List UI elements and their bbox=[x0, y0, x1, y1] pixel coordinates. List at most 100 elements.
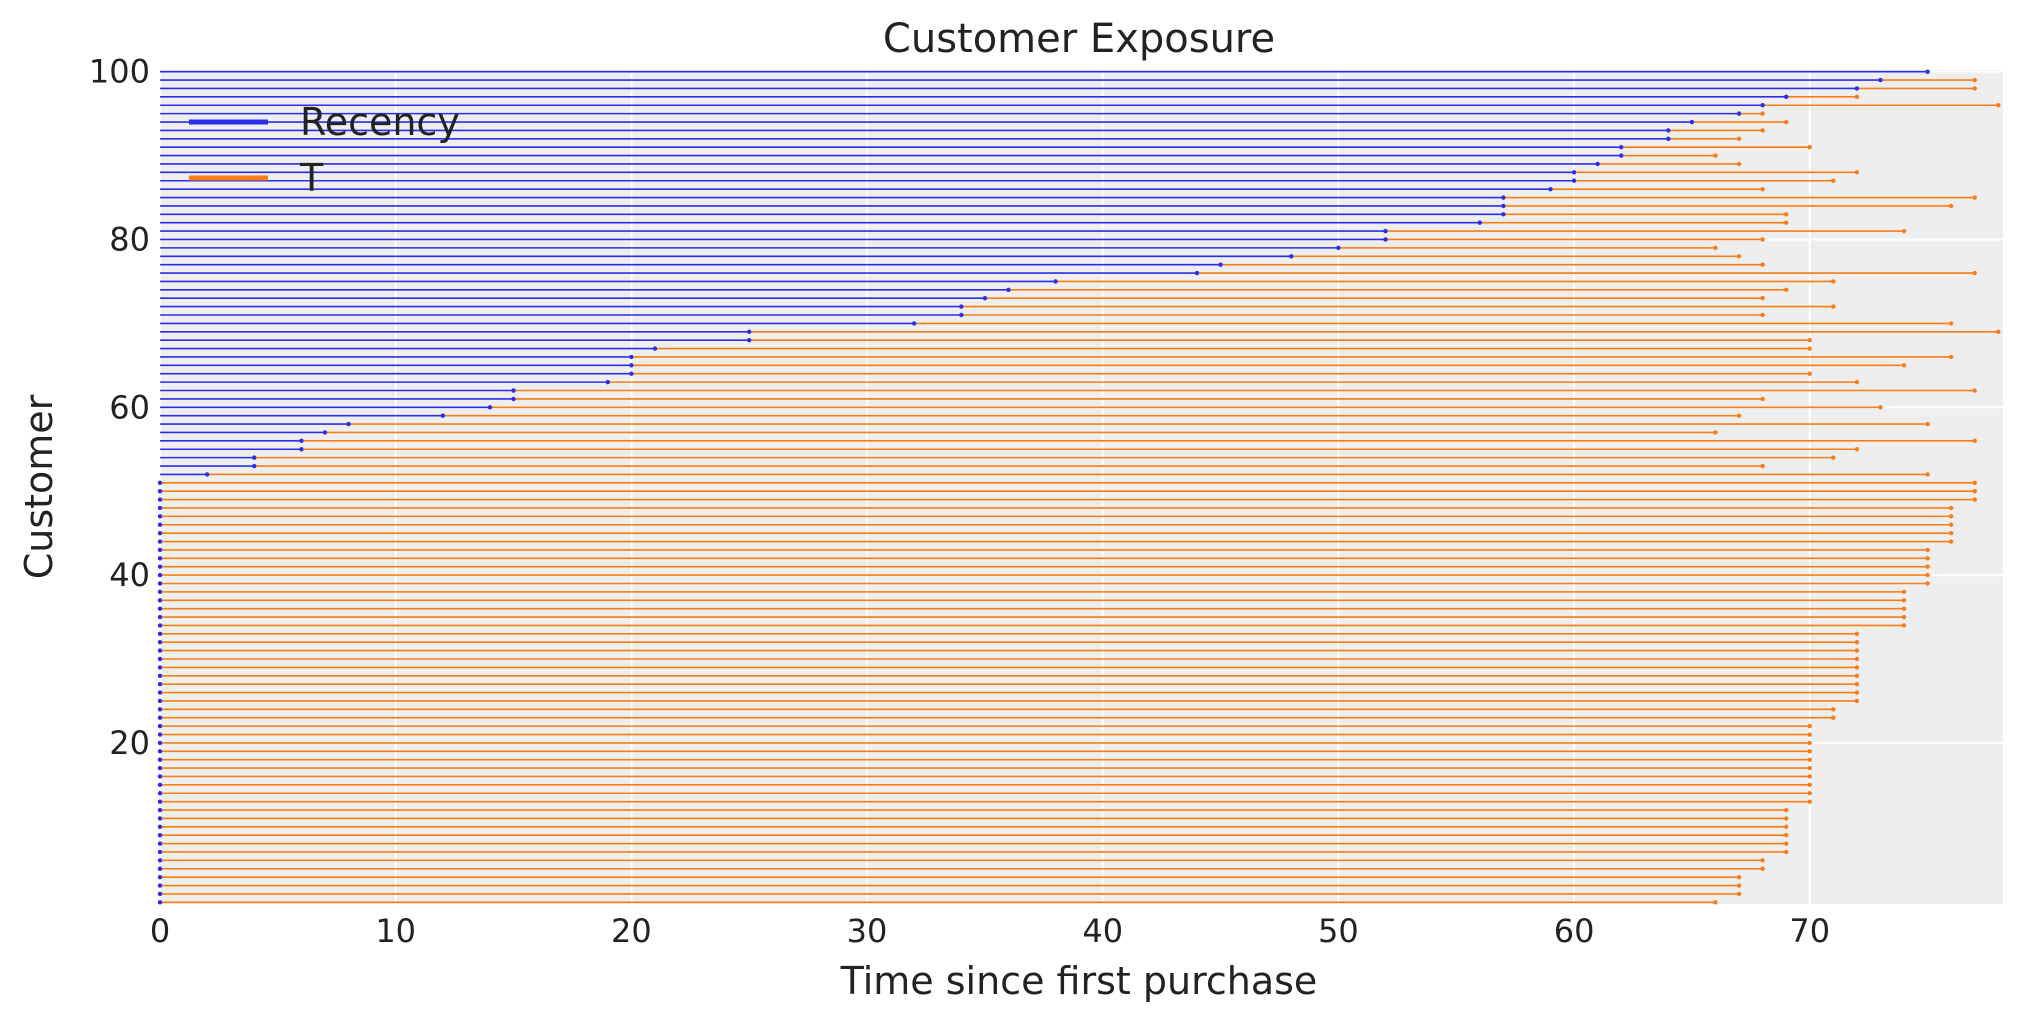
recency-point bbox=[1336, 245, 1341, 251]
t-point bbox=[1854, 648, 1860, 653]
t-point bbox=[1736, 891, 1742, 897]
x-tick-label: 10 bbox=[375, 912, 416, 950]
t-point bbox=[1854, 447, 1860, 452]
recency-point bbox=[157, 522, 163, 527]
t-point bbox=[1972, 195, 1977, 200]
t-point bbox=[1783, 841, 1789, 846]
recency-point bbox=[157, 765, 163, 771]
recency-point bbox=[204, 472, 210, 477]
t-point bbox=[1760, 111, 1765, 116]
t-point bbox=[1996, 103, 2001, 108]
recency-point bbox=[1595, 161, 1600, 167]
t-point bbox=[1736, 874, 1742, 880]
recency-point bbox=[157, 849, 163, 855]
recency-point bbox=[157, 572, 163, 578]
recency-point bbox=[1194, 270, 1200, 276]
t-point bbox=[1996, 329, 2001, 334]
recency-point bbox=[157, 547, 163, 553]
recency-point bbox=[157, 832, 163, 838]
recency-point bbox=[959, 312, 964, 318]
recency-point bbox=[911, 321, 917, 326]
t-point bbox=[1925, 564, 1930, 569]
t-point bbox=[1831, 178, 1836, 183]
t-point bbox=[1736, 161, 1742, 167]
y-tick-label: 40 bbox=[109, 556, 150, 594]
t-point bbox=[1807, 782, 1812, 788]
recency-point bbox=[1666, 128, 1671, 133]
t-point bbox=[1807, 732, 1812, 737]
t-point bbox=[1736, 136, 1742, 142]
t-point bbox=[1713, 245, 1718, 251]
recency-point bbox=[629, 363, 634, 368]
recency-point bbox=[1689, 119, 1695, 125]
t-point bbox=[1972, 270, 1977, 276]
recency-point bbox=[157, 690, 163, 695]
t-point bbox=[1925, 421, 1930, 427]
recency-point bbox=[157, 581, 163, 586]
recency-point bbox=[746, 329, 752, 334]
recency-point bbox=[746, 337, 752, 343]
y-axis-label: Customer bbox=[17, 394, 61, 579]
t-point bbox=[1736, 883, 1742, 888]
recency-point bbox=[157, 480, 163, 486]
recency-point bbox=[1760, 103, 1765, 108]
recency-point bbox=[157, 874, 163, 880]
t-point bbox=[1854, 690, 1860, 695]
t-point bbox=[1948, 514, 1954, 519]
t-point bbox=[1807, 757, 1812, 762]
recency-point bbox=[157, 732, 163, 737]
recency-point bbox=[157, 665, 163, 670]
t-point bbox=[1854, 170, 1860, 175]
t-point bbox=[1783, 824, 1789, 830]
legend-t-label: T bbox=[299, 156, 324, 200]
recency-point bbox=[1383, 228, 1388, 234]
t-point bbox=[1807, 723, 1812, 729]
recency-point bbox=[1666, 136, 1671, 142]
recency-point bbox=[157, 774, 163, 779]
recency-point bbox=[157, 698, 163, 704]
recency-point bbox=[299, 438, 304, 444]
t-point bbox=[1783, 220, 1789, 225]
recency-point bbox=[157, 640, 163, 645]
t-point bbox=[1854, 698, 1860, 704]
series-marks bbox=[157, 69, 2001, 905]
recency-point bbox=[157, 799, 163, 804]
recency-point bbox=[1501, 212, 1506, 217]
recency-point bbox=[157, 791, 163, 796]
recency-point bbox=[487, 405, 493, 410]
t-point bbox=[1736, 254, 1742, 259]
recency-point bbox=[157, 648, 163, 653]
t-point bbox=[1854, 640, 1860, 645]
recency-point bbox=[511, 388, 516, 393]
recency-point bbox=[157, 707, 163, 712]
t-point bbox=[1783, 287, 1789, 293]
x-tick-label: 30 bbox=[847, 912, 888, 950]
recency-point bbox=[1619, 144, 1624, 150]
t-point bbox=[1878, 405, 1883, 410]
recency-point bbox=[982, 296, 988, 301]
recency-point bbox=[157, 841, 163, 846]
t-point bbox=[1736, 413, 1742, 418]
t-point bbox=[1925, 572, 1930, 578]
t-point bbox=[1948, 321, 1954, 326]
recency-point bbox=[959, 304, 964, 309]
recency-point bbox=[157, 656, 163, 662]
recency-point bbox=[1571, 170, 1577, 175]
recency-point bbox=[1006, 287, 1011, 293]
recency-point bbox=[1501, 203, 1506, 209]
recency-point bbox=[1383, 237, 1388, 242]
recency-point bbox=[157, 782, 163, 788]
legend-recency-label: Recency bbox=[300, 100, 460, 144]
recency-point bbox=[157, 614, 163, 620]
y-tick-label: 100 bbox=[89, 53, 150, 91]
y-tick-label: 60 bbox=[109, 388, 150, 426]
x-tick-label: 60 bbox=[1554, 912, 1595, 950]
t-point bbox=[1901, 606, 1907, 611]
t-point bbox=[1901, 589, 1907, 595]
recency-point bbox=[157, 589, 163, 595]
recency-point bbox=[157, 749, 163, 754]
t-point bbox=[1972, 497, 1977, 502]
y-tick-label: 20 bbox=[109, 724, 150, 762]
recency-point bbox=[157, 900, 163, 905]
t-point bbox=[1760, 296, 1765, 301]
